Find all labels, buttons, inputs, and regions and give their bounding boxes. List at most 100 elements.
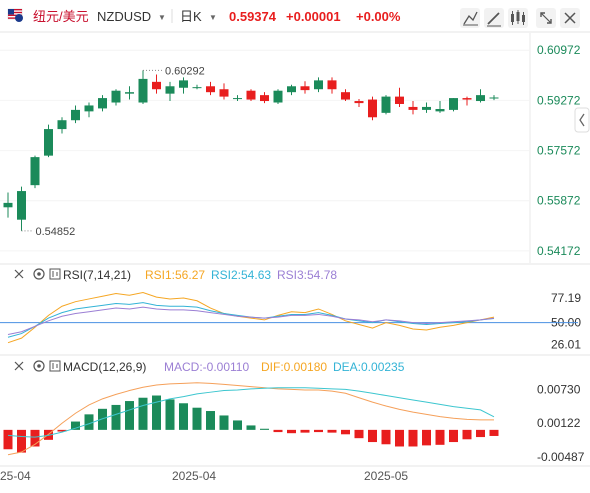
price-tick-label: 0.59272 [537, 93, 581, 107]
candle [314, 77, 323, 93]
chart-style-icon[interactable] [460, 8, 480, 28]
indicator-icon[interactable] [508, 8, 528, 28]
candle [138, 70, 148, 104]
candle-body [17, 191, 26, 220]
price-gridlines [0, 49, 530, 252]
candle [368, 96, 377, 121]
price-axis-ticks: 0.60972 0.59272 0.57572 0.55872 0.54172 [537, 43, 581, 258]
price-tick-label: 0.54172 [537, 244, 581, 258]
rsi-indicator-icon [49, 268, 61, 280]
rsi-line-2 [7, 302, 495, 338]
candle-body [300, 86, 310, 91]
timeframe-dropdown-icon[interactable]: ▼ [209, 13, 217, 22]
candle [111, 89, 121, 106]
macd-tick-label: -0.00487 [537, 450, 585, 464]
symbol-dropdown-icon[interactable]: ▼ [158, 13, 166, 22]
candle [408, 101, 418, 115]
macd-bar [17, 429, 26, 453]
candle [489, 95, 499, 101]
macd-bar [57, 429, 67, 432]
candle-body [341, 92, 350, 100]
candle-body [462, 98, 472, 100]
macd-tick-label: 0.00730 [537, 382, 581, 396]
current-price: 0.59374 [229, 9, 277, 24]
macd-bar [327, 429, 337, 433]
price-tick-label: 0.57572 [537, 144, 581, 158]
macd-value-legend: MACD:-0.00110 [164, 360, 249, 374]
candle-body [273, 90, 283, 103]
candle-body [408, 106, 418, 110]
candle [233, 95, 242, 102]
candle-body [206, 86, 215, 93]
macd-close-icon[interactable] [14, 361, 24, 371]
timeframe-label[interactable]: 日K [180, 9, 202, 24]
candle [3, 192, 13, 218]
rsi2-legend: RSI2:54.63 [211, 268, 271, 282]
candle [206, 81, 215, 96]
macd-bar [125, 401, 134, 430]
candle-body [98, 98, 107, 109]
dif-line [7, 382, 494, 456]
dea-legend: DEA:0.00235 [333, 360, 405, 374]
candle [341, 89, 350, 102]
candle-body [489, 97, 499, 99]
macd-bar [233, 420, 242, 430]
macd-bar [381, 429, 391, 445]
macd-bar [98, 408, 107, 430]
candle [219, 83, 229, 100]
symbol-label[interactable]: NZDUSD [97, 9, 151, 24]
candle-body [368, 99, 377, 118]
macd-bar [408, 429, 418, 447]
candle [179, 77, 188, 94]
candle-body [327, 80, 337, 90]
macd-tick-label: 0.00122 [537, 416, 581, 430]
price-scroll-handle[interactable] [574, 107, 590, 133]
candle-body [57, 120, 67, 130]
candle [98, 95, 107, 112]
candle-body [30, 157, 40, 186]
candle [462, 96, 472, 106]
candle-body [179, 80, 188, 88]
macd-bar [260, 428, 269, 430]
candle [152, 74, 161, 94]
macd-bar [179, 403, 188, 430]
macd-bar [84, 414, 94, 430]
macd-bar [354, 429, 364, 439]
draw-icon[interactable] [484, 8, 504, 28]
macd-bar [449, 429, 458, 443]
candle [300, 81, 310, 94]
candle-body [3, 202, 13, 208]
close-icon[interactable] [560, 8, 580, 28]
rsi-settings-icon[interactable] [33, 268, 45, 280]
candle [327, 77, 337, 94]
rsi-close-icon[interactable] [14, 269, 24, 279]
fullscreen-icon[interactable] [536, 8, 556, 28]
macd-bar [435, 429, 445, 445]
macd-bar [300, 429, 310, 433]
macd-settings-icon[interactable] [33, 360, 45, 372]
candle [30, 155, 40, 189]
candle [449, 98, 458, 112]
candle-body [138, 78, 148, 103]
candle-body [476, 95, 485, 102]
candle-body [192, 87, 202, 89]
rsi-series [7, 292, 495, 344]
candle-body [152, 81, 161, 90]
macd-bar [246, 425, 256, 430]
candle [435, 101, 445, 113]
price-tick-label: 0.60972 [537, 43, 581, 57]
candle [71, 105, 80, 124]
candle-body [449, 98, 458, 110]
pair-name[interactable]: 纽元/美元 [33, 9, 89, 24]
candle [395, 87, 404, 107]
candle [192, 84, 202, 90]
candle [287, 84, 296, 96]
header-bar: 纽元/美元 NZDUSD ▼ 日K ▼ 0.59374 +0.00001 +0.… [7, 8, 580, 28]
candle [57, 117, 67, 134]
time-tick-label: 2025-05 [364, 469, 408, 483]
macd-indicator-icon [49, 360, 61, 372]
macd-bar [395, 429, 404, 447]
